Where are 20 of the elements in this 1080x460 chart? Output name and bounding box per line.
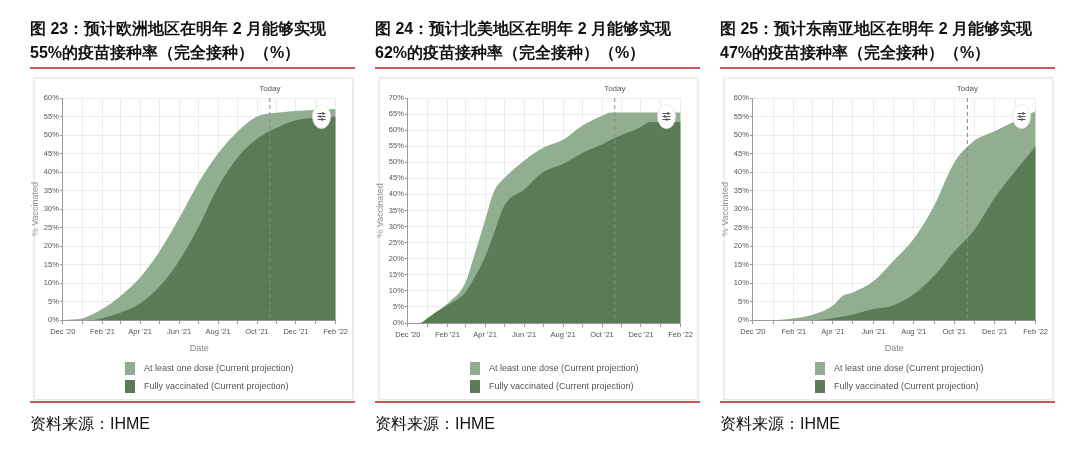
chart-title: 图 24：预计北美地区在明年 2 月能够实现 62%的疫苗接种率（完全接种）（%） — [375, 17, 700, 69]
legend-label: Fully vaccinated (Current projection) — [489, 381, 634, 391]
chart-title: 图 25：预计东南亚地区在明年 2 月能够实现 47%的疫苗接种率（完全接种）（%） — [720, 17, 1055, 69]
text: 资料来源：IHME — [30, 401, 355, 435]
ref-line-label: Today — [956, 84, 979, 94]
ref-line-label: Today — [604, 84, 626, 94]
x-axis-title: Date — [884, 343, 904, 354]
legend-label: At least one dose (Current projection) — [144, 363, 294, 373]
text: 资料来源：IHME — [720, 401, 1055, 435]
legend-label: At least one dose (Current projection) — [489, 363, 639, 373]
legend-label: Fully vaccinated (Current projection) — [144, 381, 289, 391]
ref-line-label: Today — [259, 84, 281, 94]
y-axis-title: % Vaccinated — [374, 183, 385, 238]
y-axis-title: % Vaccinated — [719, 181, 730, 237]
y-axis-title: % Vaccinated — [29, 181, 40, 237]
text: 资料来源：IHME — [375, 401, 700, 435]
legend-label: At least one dose (Current projection) — [834, 363, 984, 373]
chart-title: 图 23：预计欧洲地区在明年 2 月能够实现 55%的疫苗接种率（完全接种）（%） — [30, 17, 355, 69]
x-axis-title: Date — [189, 343, 209, 354]
legend-label: Fully vaccinated (Current projection) — [834, 381, 979, 391]
